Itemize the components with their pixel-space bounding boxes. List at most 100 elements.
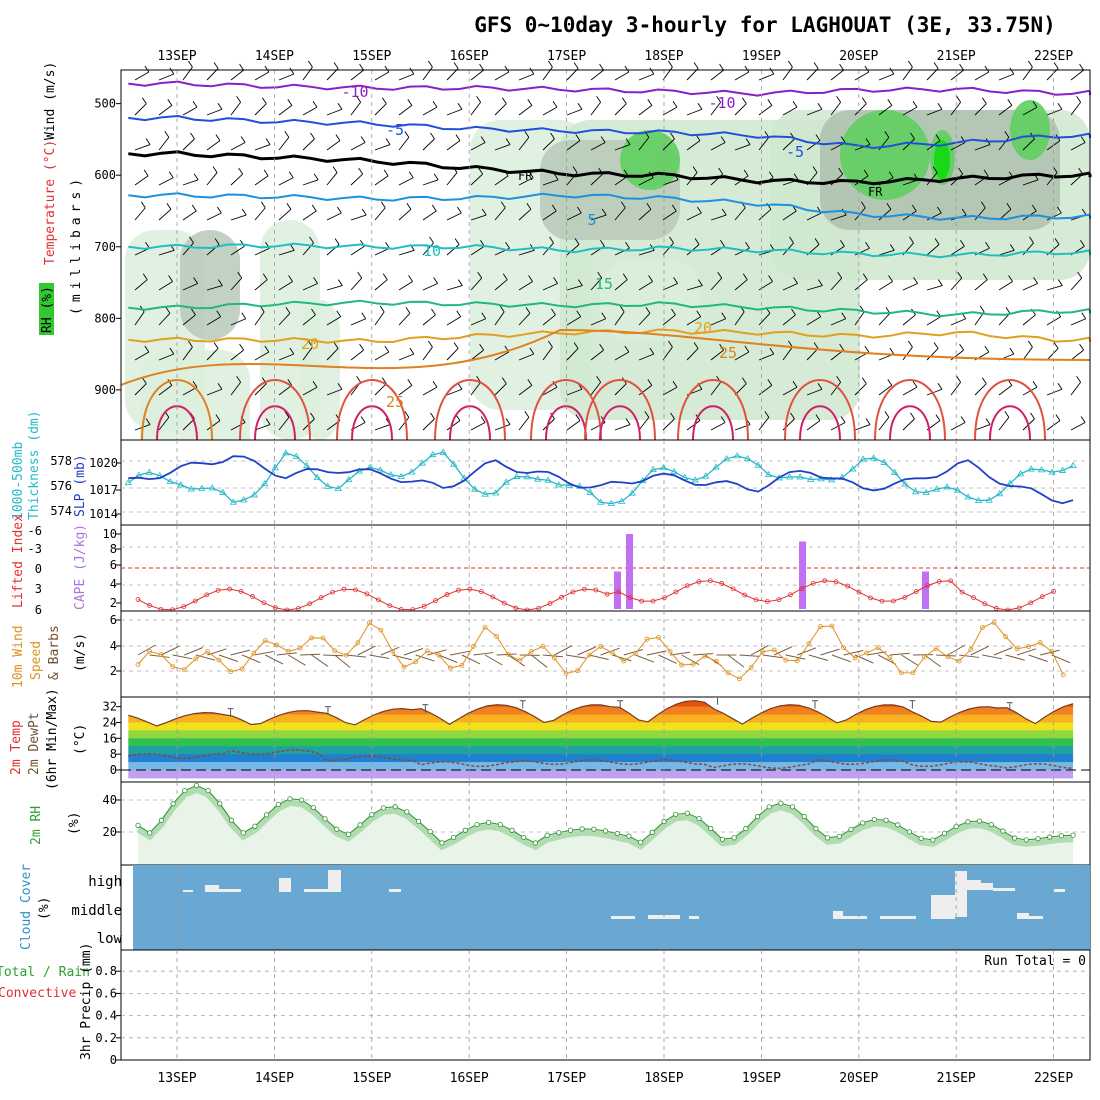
wind10m-point (621, 658, 627, 664)
wind-barb (326, 140, 341, 151)
wind-barb (806, 316, 821, 326)
isotherm-20 (128, 328, 1091, 344)
wind-barb (686, 212, 702, 221)
date-label-bottom: 16SEP (450, 1071, 489, 1086)
li-point (250, 594, 255, 599)
wind-barb-flag (1076, 375, 1082, 383)
rh-point (649, 829, 655, 835)
rh-point (275, 801, 281, 808)
wind-barb-flag (431, 308, 436, 316)
wind-barb (998, 137, 1010, 151)
wind-barb-flag (404, 131, 410, 138)
wind-barb-flag (289, 347, 295, 355)
wind-barb (134, 71, 150, 81)
wind-barb-flag (841, 312, 847, 319)
wind10m-barb (473, 652, 494, 656)
wind-barb (638, 105, 653, 116)
wind10m-barb (484, 654, 503, 666)
wind-barb-flag (573, 62, 579, 69)
rh-point (380, 805, 387, 811)
date-label-top: 13SEP (157, 49, 196, 64)
rh-point (462, 827, 468, 833)
li-point (147, 603, 152, 608)
freezing-label-2: FR (868, 185, 883, 199)
wind-barb (902, 106, 918, 116)
wind-barb (302, 106, 318, 116)
wind-barb (710, 381, 721, 396)
li-point (822, 578, 828, 584)
wind10m-barb (693, 653, 714, 656)
wind10m-barb (357, 645, 376, 656)
thickness-point (387, 470, 395, 478)
wind-barb-flag (957, 271, 963, 279)
wind-barb-flag (526, 203, 532, 210)
li-point (341, 586, 347, 592)
rh-point (895, 822, 901, 828)
thickness-point (397, 472, 405, 479)
wind-barb (974, 424, 991, 431)
wind-barb (398, 353, 415, 361)
wind-barb-flag (981, 97, 987, 104)
wind-label: Wind (m/s) (43, 62, 58, 140)
wind10m-point (841, 645, 846, 651)
wind-barb-flag (719, 343, 724, 351)
wind-barb-flag (384, 345, 390, 353)
cloud-bar (880, 916, 916, 919)
wind-barb-flag (550, 132, 555, 140)
thickness-point (229, 498, 237, 505)
li-point (444, 592, 450, 597)
wind-barb (830, 101, 841, 116)
li-point (936, 579, 942, 584)
li-point (627, 595, 633, 600)
thickness-point (722, 455, 731, 462)
wind10m-point (366, 620, 372, 626)
wind-barb (278, 105, 293, 116)
wind-barb (398, 417, 410, 431)
li-point (272, 605, 278, 611)
wind-barb (806, 348, 819, 361)
wind-barb-flag (600, 240, 605, 247)
li-point (1051, 589, 1056, 594)
wind-barb (422, 283, 438, 291)
wind-barb (374, 383, 387, 396)
date-label-top: 21SEP (937, 49, 976, 64)
wind10m-point (228, 669, 233, 674)
wind-barb-flag (164, 131, 170, 138)
wind10m-barb (160, 645, 180, 656)
li-point (1028, 600, 1034, 606)
wind10m-barb (323, 654, 344, 657)
wind-barb-flag (360, 136, 366, 143)
wind-barb-flag (649, 347, 655, 355)
li-point (879, 598, 885, 604)
wind10m-point (933, 646, 939, 651)
thickness-point (471, 485, 479, 492)
wind-barb-flag (792, 380, 798, 388)
cloud-bar (689, 916, 699, 919)
wind-barb (806, 212, 822, 221)
wind-barb (254, 247, 270, 256)
thickness-tick-label: 574 (50, 504, 72, 518)
wind-barb (998, 417, 1010, 431)
wind-barb-flag (289, 67, 295, 75)
wind-barb (566, 140, 581, 151)
wind-barb-flag (238, 167, 244, 175)
wind-barb-flag (596, 375, 602, 383)
wind10m-point (1049, 649, 1055, 654)
wind10-units: (m/s) (73, 633, 88, 672)
wind-barb-flag (625, 418, 631, 425)
li-point (833, 579, 839, 585)
wind-barb (350, 69, 364, 81)
thickness-point (198, 484, 206, 491)
wind-barb (758, 417, 770, 431)
wind10m-point (690, 661, 696, 667)
precip-axis: 0.8 0.6 0.4 0.2 0 (95, 964, 121, 1067)
li-tick-label: 3 (35, 582, 42, 596)
temp-band (128, 762, 1074, 771)
wind-barb-flag (169, 67, 175, 75)
rh-point (439, 840, 445, 846)
wind-barb (926, 285, 943, 291)
wind-barb-flag (265, 418, 271, 425)
thickness-point (345, 475, 353, 483)
wind-barb (950, 381, 961, 396)
wind-barb (782, 386, 798, 396)
